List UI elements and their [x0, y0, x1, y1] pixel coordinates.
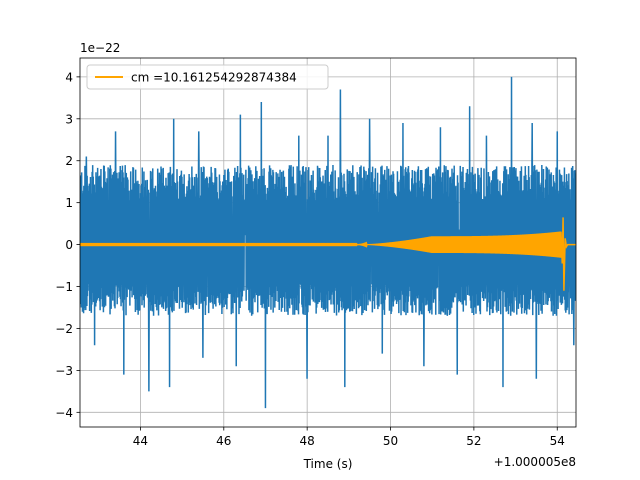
y-tick-label: −1 — [55, 280, 73, 294]
x-axis: 44 46 48 50 52 54 — [133, 427, 565, 448]
series-noise-line — [80, 76, 576, 409]
y-tick-label: −2 — [55, 322, 73, 336]
y-tick-label: 4 — [65, 70, 73, 84]
x-offset-label: +1.000005e8 — [494, 455, 576, 469]
legend-box — [86, 64, 329, 90]
legend-label-chirp: cm =10.161254292874384 — [131, 71, 297, 85]
y-axis: −4 −3 −2 −1 0 1 2 3 4 — [55, 70, 80, 420]
y-scale-label: 1e−22 — [80, 41, 120, 55]
y-tick-label: −4 — [55, 406, 73, 420]
y-tick-label: 1 — [65, 196, 73, 210]
y-tick-label: −3 — [55, 364, 73, 378]
x-tick-label: 44 — [133, 434, 148, 448]
x-tick-label: 46 — [216, 434, 231, 448]
plot-area — [80, 76, 576, 409]
y-tick-label: 3 — [65, 112, 73, 126]
legend: cm =10.161254292874384 — [86, 64, 329, 90]
x-tick-label: 52 — [466, 434, 481, 448]
x-tick-label: 50 — [383, 434, 398, 448]
x-tick-label: 54 — [550, 434, 565, 448]
series-chirp-line — [80, 217, 576, 291]
x-tick-label: 48 — [300, 434, 315, 448]
y-tick-label: 2 — [65, 154, 73, 168]
y-tick-label: 0 — [65, 238, 73, 252]
axes-frame — [79, 57, 577, 428]
x-axis-label: Time (s) — [303, 457, 353, 471]
